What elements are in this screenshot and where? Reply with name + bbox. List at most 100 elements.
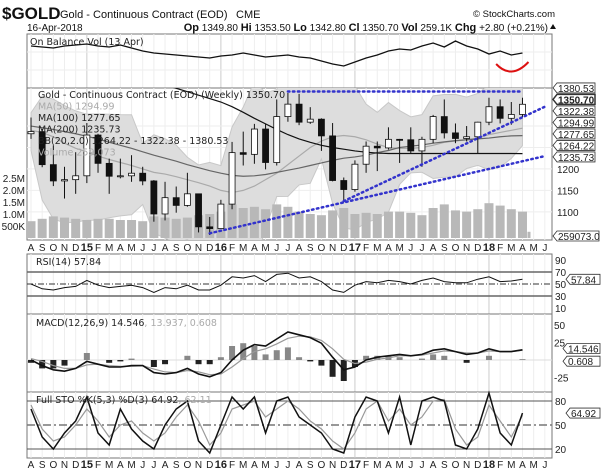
volume-bar <box>484 203 494 238</box>
x-axis-month-label: J <box>274 243 279 254</box>
x-axis-month-label: N <box>195 243 202 254</box>
x-axis-month-label: F <box>497 243 503 254</box>
x-axis-month-label: N <box>329 243 336 254</box>
candle-body <box>161 197 169 215</box>
volume-bar <box>238 208 248 238</box>
trendline <box>208 154 547 235</box>
macd-histogram-bar <box>83 353 90 360</box>
symbol: $GOLD <box>2 4 61 23</box>
macd-histogram-bar <box>329 360 336 377</box>
candle <box>128 155 135 182</box>
volume-bar <box>506 209 516 238</box>
candle-body <box>183 193 191 206</box>
x-axis-month-label: M <box>395 460 403 471</box>
macd-histogram-bar <box>396 357 403 360</box>
chart-panels: 1200 1150 1100 1380.531350.701322.381294.99… <box>2 33 601 471</box>
x-axis-month-label: O <box>183 460 191 471</box>
watermark: © StockCharts.com <box>473 9 555 20</box>
candle <box>94 133 102 173</box>
volume-bar <box>160 217 170 238</box>
macd-histogram-bar <box>318 360 325 366</box>
volume-bar <box>383 211 393 238</box>
ma200-legend: MA(200) 1235.73 <box>38 125 121 136</box>
price-tag-box <box>552 140 596 151</box>
volume-bar <box>316 215 326 238</box>
panel-frame <box>26 33 553 89</box>
candle-body <box>429 116 437 140</box>
x-axis-month-label: M <box>373 243 381 254</box>
x-axis-month-label: M <box>507 243 515 254</box>
quote-key: Op <box>184 22 200 34</box>
obv-panel <box>27 40 552 73</box>
annotation-arc <box>495 61 530 73</box>
macd-hist-tag-label: 0.608 <box>568 357 593 368</box>
obv-line <box>30 40 523 67</box>
volume-axis-label: 1.0M <box>3 210 25 221</box>
macd-histogram-bar <box>418 358 425 360</box>
price-tag: 1277.65 <box>552 128 596 141</box>
x-axis-month-label: S <box>441 460 448 471</box>
candle <box>228 141 236 210</box>
x-axis-month-label: 15 <box>81 242 93 254</box>
macd-histogram-bar <box>128 358 135 360</box>
x-axis-month-label: D <box>474 243 481 254</box>
x-axis-month-label: M <box>529 460 537 471</box>
sto-k-line <box>30 390 524 455</box>
macd-histogram-bar <box>195 360 202 365</box>
bb-legend: BB(20,2.0) 1264.22 - 1322.38 - 1380.53 <box>38 136 228 147</box>
candle-body <box>385 138 392 149</box>
macd-histogram-bar <box>28 360 34 363</box>
x-axis-month-label: D <box>340 460 347 471</box>
volume-axis-label: 1.5M <box>3 198 25 209</box>
macd-tag-box <box>562 343 601 354</box>
x-axis-month-label: A <box>28 460 35 471</box>
quote-val: 259.1K <box>420 23 452 34</box>
macd-hist-tag-box <box>562 355 601 367</box>
macd-histogram-bar <box>150 360 157 367</box>
price-tag-label: 1235.73 <box>558 153 595 164</box>
volume-bar <box>283 206 293 238</box>
candle-body <box>228 152 236 205</box>
candle <box>250 123 258 164</box>
volume-bar <box>361 212 371 238</box>
x-axis-month-label: O <box>183 243 191 254</box>
macd-line <box>30 331 523 378</box>
macd-histogram-bar <box>184 355 191 360</box>
macd-histogram-bar <box>363 355 370 360</box>
candle-body <box>116 175 124 178</box>
candle <box>195 193 202 233</box>
volume-tag-label: 259073.0 <box>558 232 600 243</box>
sto-tag-box <box>565 407 601 419</box>
x-axis-month-label: M <box>239 243 247 254</box>
candle-body <box>452 132 459 139</box>
x-axis-month-label: J <box>408 460 413 471</box>
x-axis-month-label: M <box>239 460 247 471</box>
x-axis-month-label: O <box>49 460 57 471</box>
candle <box>396 138 404 163</box>
volume-bar <box>462 211 472 238</box>
x-axis-month-label: M <box>261 460 269 471</box>
candle-body <box>94 134 102 164</box>
volume-bar <box>339 208 349 238</box>
x-axis-month-label: J <box>274 460 279 471</box>
x-axis-month-label: A <box>162 460 169 471</box>
candle <box>463 126 471 142</box>
price-tag-label: 1294.99 <box>558 118 595 129</box>
x-axis-month-label: J <box>542 243 547 254</box>
x-axis-month-label: D <box>72 243 79 254</box>
volume-axis-label: 2.0M <box>3 186 25 197</box>
candle <box>217 199 225 229</box>
x-axis-month-label: A <box>430 243 437 254</box>
price-tag-label: 1264.22 <box>558 141 595 152</box>
quote-val: 1342.80 <box>310 23 347 34</box>
candle-body <box>139 172 147 182</box>
candle-body <box>172 197 180 206</box>
x-axis-month-label: D <box>474 460 481 471</box>
candle-body <box>474 121 482 138</box>
candle-body <box>351 163 359 190</box>
candle <box>507 102 515 125</box>
candle <box>329 123 336 182</box>
candle <box>239 131 247 166</box>
x-axis-month-label: A <box>28 243 35 254</box>
